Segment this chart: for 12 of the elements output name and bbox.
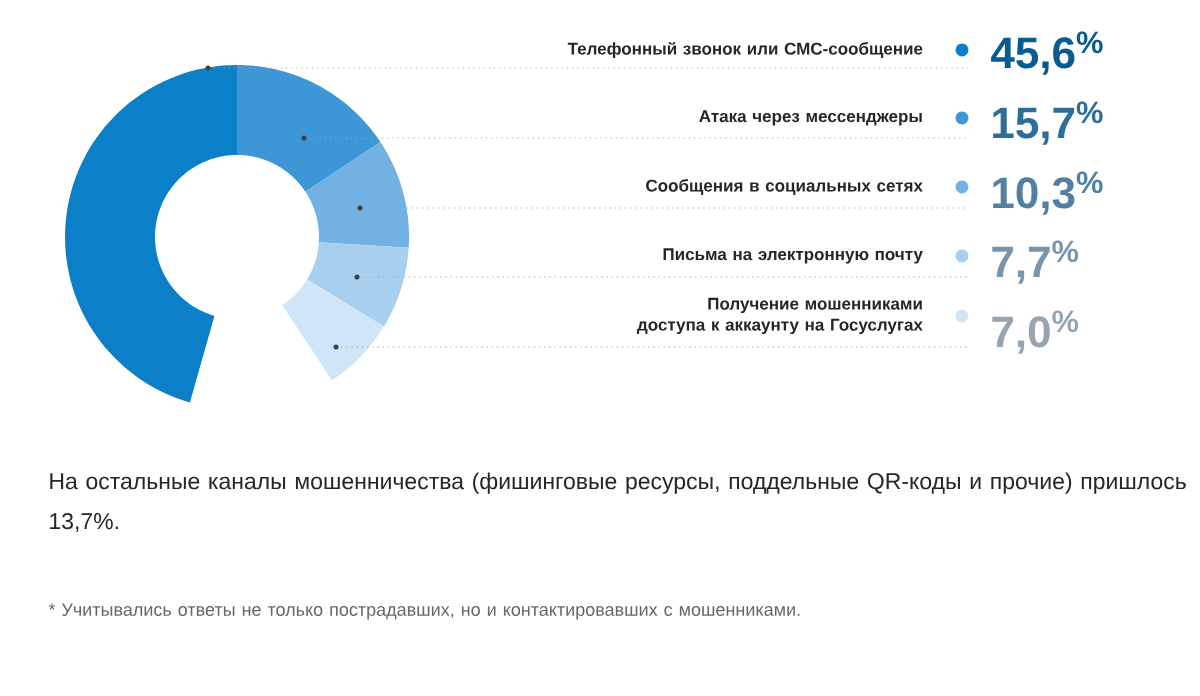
text: На остальные каналы мошенничества (фишинговые ресурсы, поддельные QR-коды и прочие) пришлось 13,7%. — [50, 472, 1186, 532]
legend-label: Письма на электронную почту — [663, 248, 923, 264]
legend-label: Телефонный звонок или СМС-сообщение — [567, 41, 923, 59]
data-label: 7,7$^{%}$ — [992, 240, 1079, 284]
data-label: 10,3$^{%}$ — [993, 171, 1103, 215]
text: * Учитывались ответы не только пострадавших, но и контактировавших с мошенниками. — [48, 603, 800, 620]
data-label: 45,6$^{%}$ — [991, 31, 1103, 75]
legend-label: Сообщения в социальных сетях — [646, 179, 923, 195]
legend-label: Атака через мессенджеры — [699, 110, 922, 126]
data-label: 7,0$^{%}$ — [992, 310, 1079, 354]
legend-label: Получение мошенниками доступа к аккаунту на Госуслугах — [637, 297, 923, 335]
data-label: 15,7$^{%}$ — [993, 101, 1103, 145]
